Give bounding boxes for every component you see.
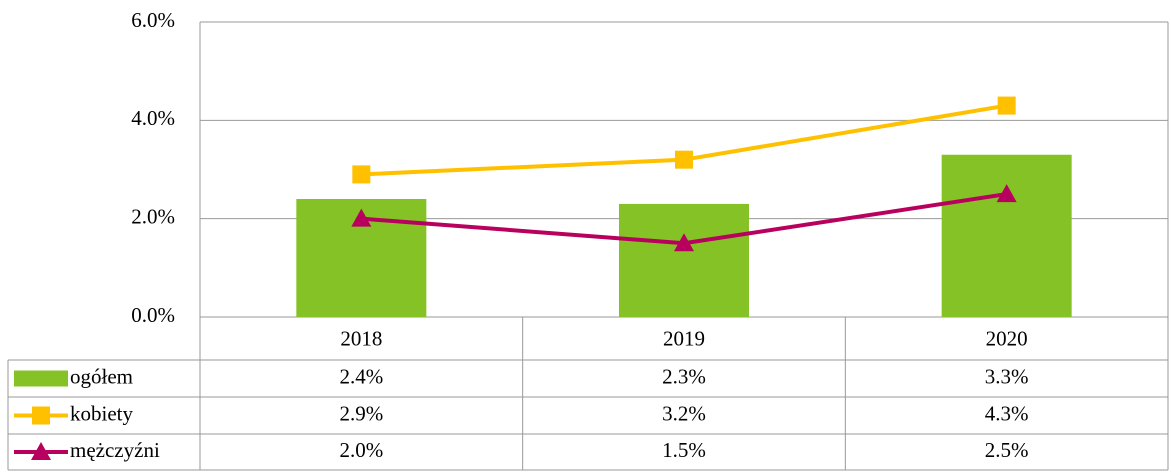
table-cell: 4.3%	[985, 401, 1029, 425]
y-tick-label: 6.0%	[131, 8, 175, 32]
bar	[941, 154, 1072, 317]
table-cell: 2.5%	[985, 438, 1029, 462]
marker	[996, 184, 1017, 203]
legend-key	[31, 442, 51, 460]
marker	[675, 150, 693, 169]
table-cell: 3.2%	[662, 401, 706, 425]
x-tick-label: 2018	[340, 326, 382, 350]
table-cell: 2.9%	[339, 401, 383, 425]
x-tick-label: 2019	[663, 326, 705, 350]
marker	[351, 208, 372, 227]
marker	[674, 233, 694, 252]
legend-label: kobiety	[70, 401, 133, 425]
y-tick-label: 0.0%	[131, 303, 175, 327]
table-cell: 2.3%	[662, 364, 706, 388]
table-cell: 2.4%	[339, 364, 383, 388]
x-tick-label: 2020	[986, 326, 1028, 350]
y-tick-label: 2.0%	[131, 204, 175, 228]
legend-key	[14, 370, 68, 387]
table-cell: 2.0%	[339, 438, 383, 462]
legend-label: ogółem	[70, 364, 133, 388]
table-cell: 1.5%	[662, 438, 706, 462]
legend-key	[32, 406, 50, 425]
legend-label: mężczyźni	[70, 438, 160, 462]
y-tick-label: 4.0%	[131, 106, 175, 130]
bar	[619, 203, 749, 317]
marker	[997, 96, 1016, 115]
marker	[352, 165, 371, 184]
table-cell: 3.3%	[985, 364, 1029, 388]
